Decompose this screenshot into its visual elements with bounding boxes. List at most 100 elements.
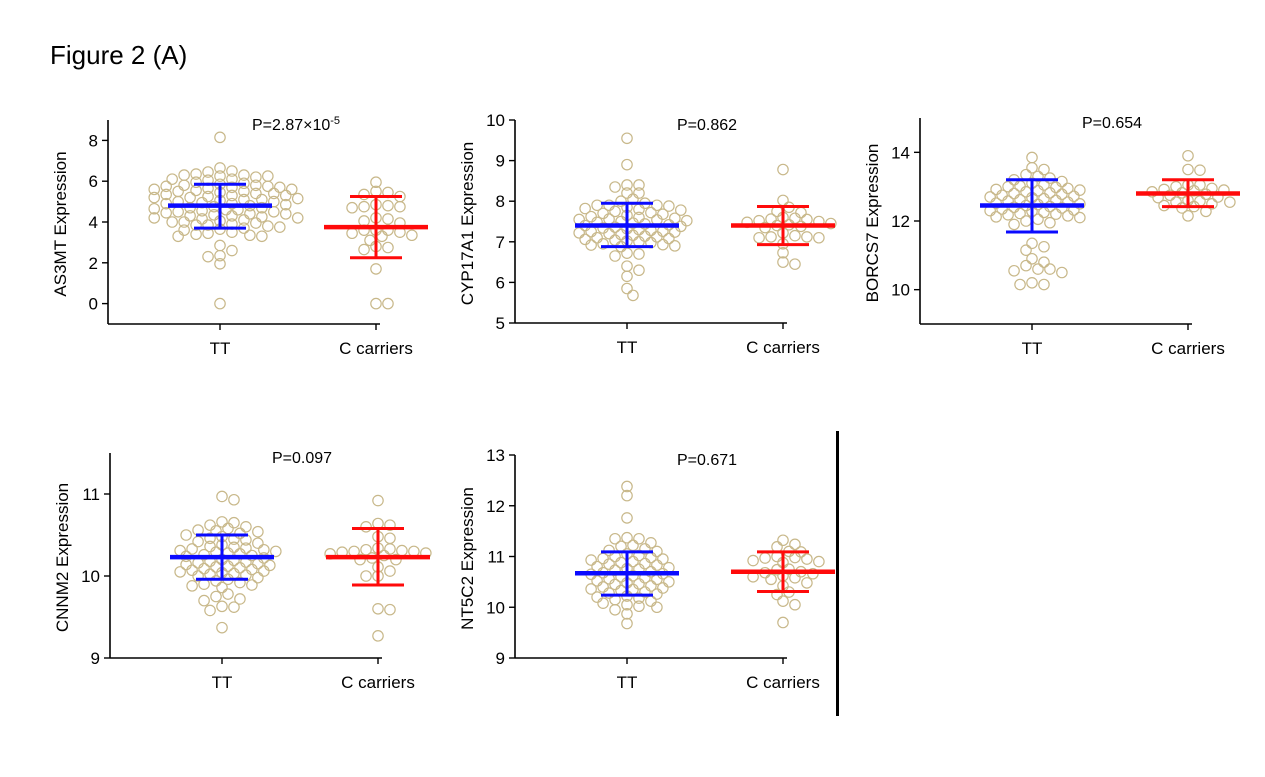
x-tick-label: C carriers [1151,339,1225,358]
data-point [633,600,645,613]
data-point [1194,195,1206,207]
data-point [675,204,687,216]
data-point [1032,170,1044,183]
dot-group-c-carriers [741,163,837,270]
p-value-title: P=0.862 [677,117,737,134]
data-point [663,576,675,588]
data-point [228,567,240,580]
figure-title: Figure 2 (A) [50,40,188,70]
data-point [621,247,633,259]
data-point [252,525,264,538]
data-point [370,176,382,189]
data-point [621,480,633,493]
data-point [603,227,615,240]
data-point [645,536,657,549]
data-point [603,558,615,570]
data-point [364,234,376,247]
data-point [186,543,198,555]
data-point [621,617,633,630]
data-point [651,588,663,600]
data-point [214,249,226,262]
data-point [789,538,801,551]
data-point [1044,172,1056,184]
data-point [813,231,825,244]
data-point [621,282,633,295]
data-point [148,183,161,196]
data-point [1068,190,1080,203]
data-point [633,532,645,545]
data-point [573,213,585,226]
dot-group-tt [984,151,1086,291]
data-point [198,562,210,575]
data-point [789,572,801,584]
panel-borcs7: 10 12 14 TT C carriers BORCS7 Expression P=0.6… [863,115,1240,358]
data-point [234,576,246,589]
data-point [216,621,228,634]
data-point [597,597,609,609]
data-point [603,544,615,557]
panel-nt5c2: 9 10 11 12 13 TT C carriers NT5C2 Expression P=0… [458,446,835,692]
data-point [621,512,633,524]
data-point [990,197,1002,209]
data-point [382,297,394,310]
p-value-title: P=0.097 [272,450,332,467]
data-point [256,230,268,243]
data-point [196,213,208,225]
data-point [621,158,633,171]
data-point [645,580,657,592]
data-point [1182,149,1194,162]
data-point [1020,244,1032,256]
data-point [1032,213,1044,226]
data-point [609,234,621,246]
y-tick-label: 0 [89,295,98,314]
y-tick-label: 11 [82,485,100,504]
data-point [250,187,262,200]
data-point [1020,215,1032,227]
data-point [226,244,238,257]
data-point [214,297,226,310]
data-point [621,260,633,272]
data-point [645,206,657,219]
data-point [240,521,252,533]
data-point [406,229,418,242]
data-point [996,189,1008,202]
data-point [382,241,394,254]
data-point [148,212,161,224]
data-point [1026,151,1038,164]
data-point [202,190,214,203]
dot-group-tt [148,131,304,310]
data-point [639,230,651,242]
panel-as3mt: 0 2 4 6 8 TT C carriers AS3MT Expression P=2.87×… [51,115,428,358]
data-point [1026,161,1038,174]
data-point [1056,266,1068,279]
data-point [1014,207,1026,220]
data-point [1062,182,1074,195]
data-point [621,608,633,620]
data-point [753,231,765,244]
data-point [172,185,184,198]
data-point [180,558,192,571]
data-point [621,531,633,544]
y-tick-label: 12 [486,497,505,516]
data-point [291,192,304,205]
data-point [1056,188,1068,201]
data-point [190,168,202,180]
data-point [789,229,801,242]
data-point [258,543,270,556]
data-point [384,543,396,555]
data-point [597,238,609,250]
data-point [1008,218,1020,231]
y-tick-label: 5 [496,314,505,333]
y-tick-label: 7 [496,233,505,252]
data-point [382,213,394,225]
data-point [639,586,651,598]
panel-cyp17a1: 5 6 7 8 9 10 TT C carriers CYP17A1 Expression P=0… [458,111,837,357]
data-point [160,207,172,219]
data-point [663,232,675,245]
data-point [226,165,238,177]
data-point [360,521,372,533]
data-point [1044,216,1056,229]
y-axis-label: BORCS7 Expression [863,144,882,303]
data-point [777,595,789,607]
data-point [1032,263,1044,275]
